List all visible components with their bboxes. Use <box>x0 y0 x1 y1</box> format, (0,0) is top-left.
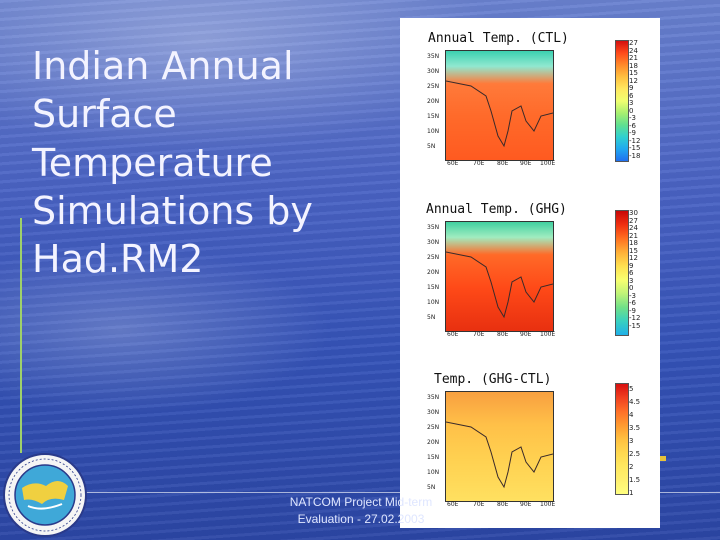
colorbar-label: 15 <box>629 246 638 255</box>
x-tick: 90E <box>520 331 532 338</box>
map-difference <box>445 391 554 502</box>
colorbar-label: -6 <box>629 121 636 130</box>
panel-title-ghg: Annual Temp. (GHG) <box>426 202 567 217</box>
colorbar-label: -15 <box>629 144 641 152</box>
colorbar-label: 3 <box>629 437 634 445</box>
panel-title-difference: Temp. (GHG-CTL) <box>434 372 552 387</box>
colorbar-label: 2 <box>629 463 634 471</box>
y-tick: 25N <box>427 83 440 90</box>
map-ctl <box>445 50 554 161</box>
colorbar-label: -6 <box>629 299 636 307</box>
colorbar-label: 3 <box>629 276 634 285</box>
colorbar-label: 4.5 <box>629 398 641 406</box>
x-tick: 80E <box>497 501 509 508</box>
y-tick: 20N <box>427 269 440 276</box>
y-tick: 25N <box>427 424 440 431</box>
organization-logo <box>3 453 87 537</box>
colorbar-label: 9 <box>629 84 634 92</box>
colorbar-label: 5 <box>629 385 634 393</box>
panel-title-ctl: Annual Temp. (CTL) <box>428 31 569 46</box>
y-tick: 35N <box>427 53 440 60</box>
colorbar-label: 27 <box>629 216 638 225</box>
colorbar-label: 0 <box>629 106 634 115</box>
colorbar-label: 27 <box>629 39 638 47</box>
y-tick: 30N <box>427 409 440 416</box>
colorbar-ghg <box>615 210 629 336</box>
x-tick: 100E <box>540 160 556 167</box>
coastline-ghg <box>446 251 553 319</box>
x-tick: 100E <box>540 331 556 338</box>
y-tick: 15N <box>427 284 440 291</box>
colorbar-label: -18 <box>629 151 641 160</box>
x-tick: 100E <box>540 501 556 508</box>
temperature-figure: Annual Temp. (CTL) 35N 30N 25N 20N 15N 1… <box>400 18 660 528</box>
map-ghg <box>445 221 554 332</box>
y-tick: 10N <box>427 299 440 306</box>
colorbar-label: -12 <box>629 136 641 145</box>
colorbar-label: 21 <box>629 54 638 62</box>
colorbar-label: 24 <box>629 46 638 55</box>
colorbar-label: 6 <box>629 91 634 100</box>
colorbar-label: 30 <box>629 209 638 217</box>
x-tick: 70E <box>473 331 485 338</box>
colorbar-ctl <box>615 40 629 162</box>
x-tick: 70E <box>473 501 485 508</box>
colorbar-label: 3 <box>629 99 634 107</box>
y-tick: 15N <box>427 454 440 461</box>
colorbar-difference <box>615 383 629 495</box>
y-tick: 20N <box>427 439 440 446</box>
y-tick: 30N <box>427 68 440 75</box>
accent-vertical-line <box>20 218 22 453</box>
x-tick: 70E <box>473 160 485 167</box>
colorbar-label: -12 <box>629 314 641 322</box>
y-tick: 35N <box>427 224 440 231</box>
coastline-difference <box>446 421 553 489</box>
colorbar-label: 12 <box>629 76 638 85</box>
x-tick: 80E <box>497 331 509 338</box>
footer-line-2: Evaluation - 27.02.2003 <box>297 512 425 527</box>
y-tick: 15N <box>427 113 440 120</box>
y-tick: 10N <box>427 469 440 476</box>
x-tick: 60E <box>447 160 459 167</box>
colorbar-label: 18 <box>629 239 638 247</box>
footer-text: NATCOM Project Mid-term Evaluation - 27.… <box>276 494 446 529</box>
y-tick: 35N <box>427 394 440 401</box>
colorbar-label: 2.5 <box>629 450 641 458</box>
x-tick: 60E <box>447 501 459 508</box>
colorbar-label: -3 <box>629 291 636 300</box>
colorbar-label: 1 <box>629 489 634 497</box>
colorbar-label: 0 <box>629 284 634 292</box>
colorbar-label: 24 <box>629 224 638 232</box>
x-tick: 60E <box>447 331 459 338</box>
x-tick: 90E <box>520 160 532 167</box>
colorbar-label: 18 <box>629 61 638 70</box>
colorbar-label: 1.5 <box>629 476 641 484</box>
colorbar-label: 9 <box>629 261 634 270</box>
colorbar-label: 3.5 <box>629 424 641 432</box>
x-tick: 80E <box>497 160 509 167</box>
y-tick: 5N <box>427 314 436 321</box>
slide-title: Indian Annual Surface Temperature Simula… <box>32 44 313 281</box>
colorbar-label: 12 <box>629 254 638 262</box>
colorbar-label: -9 <box>629 129 636 137</box>
colorbar-label: 4 <box>629 411 634 419</box>
y-tick: 20N <box>427 98 440 105</box>
footer-line-1: NATCOM Project Mid-term <box>289 495 433 509</box>
y-tick: 5N <box>427 484 436 491</box>
y-tick: 25N <box>427 254 440 261</box>
y-tick: 30N <box>427 239 440 246</box>
colorbar-label: 15 <box>629 69 638 77</box>
colorbar-label: -3 <box>629 114 636 122</box>
x-tick: 90E <box>520 501 532 508</box>
y-tick: 5N <box>427 143 436 150</box>
y-tick: 10N <box>427 128 440 135</box>
coastline-ctl <box>446 80 553 148</box>
colorbar-label: -9 <box>629 306 636 315</box>
colorbar-label: 21 <box>629 231 638 240</box>
colorbar-label: 6 <box>629 269 634 277</box>
colorbar-label: -15 <box>629 321 641 330</box>
